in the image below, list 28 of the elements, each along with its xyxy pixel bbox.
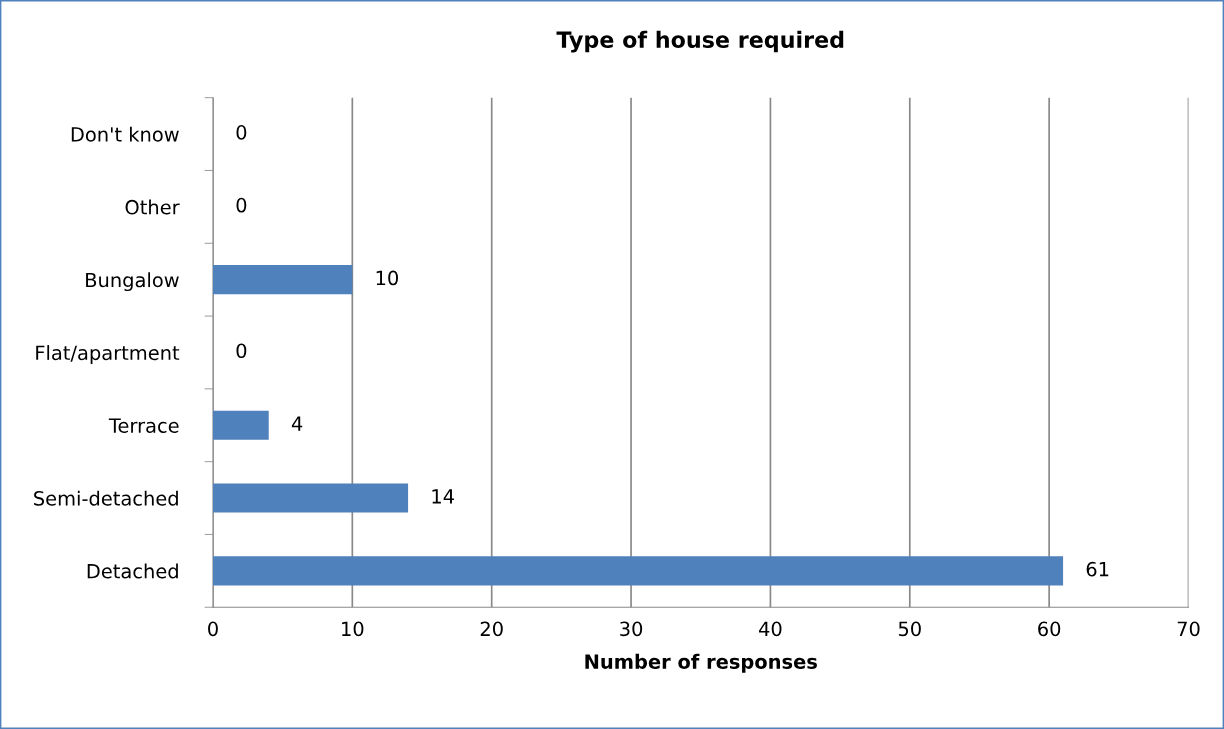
- x-tick-label: 10: [342, 621, 364, 637]
- y-tick-label: Bungalow: [86, 272, 179, 292]
- x-tick-label: 40: [759, 621, 782, 637]
- x-tick-label: 50: [898, 621, 921, 637]
- y-tick-label: Detached: [87, 563, 178, 579]
- bar: [212, 483, 409, 513]
- data-label: 4: [291, 416, 303, 431]
- x-axis-title: Number of responses: [585, 653, 817, 673]
- data-label: 14: [432, 489, 454, 504]
- x-tick-label: 60: [1038, 621, 1061, 637]
- data-label: 0: [236, 197, 247, 213]
- data-label: 0: [236, 343, 247, 359]
- x-tick-label: 30: [620, 621, 643, 637]
- y-tick-label: Flat/apartment: [36, 345, 180, 364]
- data-label: 0: [236, 125, 247, 140]
- x-tick-label: 20: [480, 621, 503, 637]
- y-tick-label: Other: [125, 199, 180, 215]
- data-label: 61: [1086, 561, 1109, 577]
- y-tick-label: Don't know: [71, 126, 179, 142]
- x-tick-label: 0: [208, 621, 218, 637]
- y-tick-label: Semi-detached: [34, 490, 178, 506]
- x-tick-label: 70: [1177, 621, 1200, 637]
- data-label: 10: [376, 270, 399, 286]
- y-tick-label: Terrace: [108, 418, 179, 433]
- bar: [212, 410, 269, 440]
- bar: [212, 556, 1064, 586]
- bar: [212, 265, 353, 295]
- chart-title: Type of house required: [556, 30, 844, 53]
